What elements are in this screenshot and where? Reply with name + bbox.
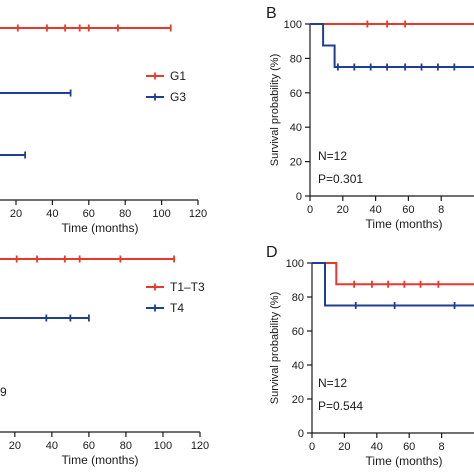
x-axis-label: Time (months) — [62, 453, 139, 467]
annotation: P=0.301 — [318, 172, 363, 186]
y-tick-label: 20 — [292, 394, 304, 406]
annotation: 9 — [0, 385, 7, 399]
legend-label: G3 — [170, 90, 186, 104]
y-axis-label: Survival probability (%) — [269, 292, 281, 404]
x-tick-label: 60 — [83, 440, 95, 452]
y-tick-label: 40 — [290, 122, 302, 134]
x-tick-label: 100 — [152, 208, 170, 220]
panel-c: 20 40 60 80 100 120 Time (months) T1–T3 T4 9 — [0, 255, 209, 467]
survival-curve-red — [312, 262, 474, 286]
x-tick-label: 20 — [338, 441, 350, 453]
legend-label: T1–T3 — [170, 280, 205, 294]
y-tick-label: 0 — [296, 191, 302, 203]
y-tick-label: 0 — [298, 428, 304, 440]
annotation: P=0.544 — [318, 399, 363, 413]
legend-label: T4 — [170, 301, 184, 315]
x-tick-label: 60 — [83, 208, 95, 220]
y-tick-label: 80 — [290, 53, 302, 65]
panel-label: D — [266, 244, 278, 261]
x-tick-label: 8 — [439, 441, 445, 453]
x-tick-label: 8 — [438, 204, 444, 216]
y-tick-label: 80 — [292, 292, 304, 304]
x-tick-label: 40 — [371, 441, 383, 453]
x-tick-label: 40 — [369, 204, 381, 216]
y-tick-label: 20 — [290, 157, 302, 169]
survival-curve-blue — [310, 23, 474, 68]
annotation: N=12 — [318, 376, 347, 390]
x-tick-label: 40 — [46, 208, 58, 220]
y-tick-label: 100 — [286, 258, 304, 270]
y-tick-label: 60 — [290, 88, 302, 100]
x-tick-label: 60 — [402, 204, 414, 216]
survival-curve-blue — [312, 262, 474, 307]
x-tick-label: 40 — [46, 440, 58, 452]
annotation: N=12 — [318, 149, 347, 163]
x-tick-label: 80 — [119, 208, 131, 220]
x-tick-label: 120 — [189, 208, 207, 220]
x-tick-label: 80 — [120, 440, 132, 452]
panel-label: B — [266, 5, 277, 22]
x-tick-label: 20 — [10, 208, 22, 220]
x-tick-label: 100 — [154, 440, 172, 452]
x-tick-label: 20 — [337, 204, 349, 216]
y-axis-label: Survival probability (%) — [269, 54, 281, 166]
y-tick-label: 60 — [292, 326, 304, 338]
x-axis-label: Time (months) — [62, 221, 139, 235]
legend-label: G1 — [170, 69, 186, 83]
x-tick-label: 0 — [307, 204, 313, 216]
x-tick-label: 120 — [191, 440, 209, 452]
y-tick-label: 100 — [284, 19, 302, 31]
x-tick-label: 20 — [9, 440, 21, 452]
x-axis-label: Time (months) — [366, 217, 443, 231]
panel-a: 20 40 60 80 100 120 Time (months) G1 G3 — [0, 24, 207, 235]
x-axis-label: Time (months) — [366, 454, 443, 468]
x-tick-label: 0 — [309, 441, 315, 453]
y-tick-label: 40 — [292, 360, 304, 372]
x-tick-label: 60 — [403, 441, 415, 453]
